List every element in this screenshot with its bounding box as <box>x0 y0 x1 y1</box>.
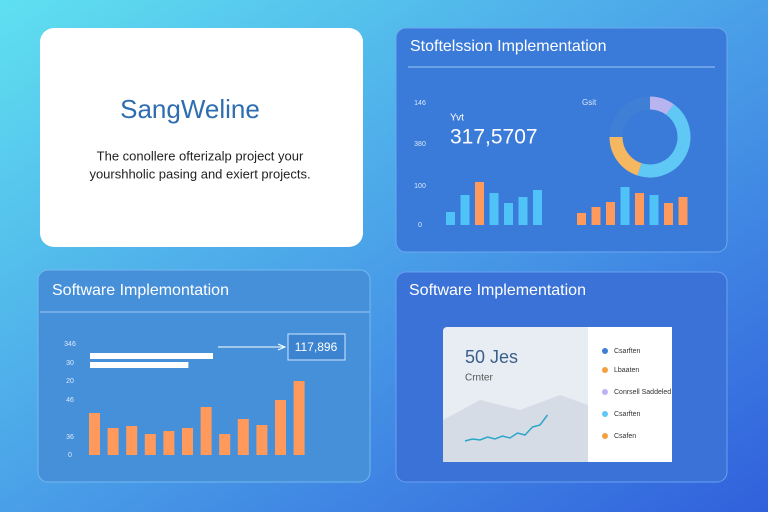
donut-segment <box>609 96 651 138</box>
donut-segment <box>637 104 691 178</box>
donut-label: Gsit <box>582 98 597 107</box>
bar <box>200 407 212 455</box>
bar <box>620 187 630 225</box>
bar <box>182 428 193 455</box>
axis-label: 36 <box>66 434 74 441</box>
legend-label: Conrsell Saddeled <box>614 389 671 396</box>
bar <box>678 197 688 225</box>
bar <box>577 213 586 225</box>
bar <box>518 197 528 225</box>
callout-box <box>287 333 346 361</box>
hbar <box>90 353 213 359</box>
arrow-head <box>277 343 287 351</box>
bar <box>635 193 644 225</box>
legend-dot <box>602 348 608 354</box>
bar <box>533 190 542 225</box>
legend-label: Csafen <box>614 433 636 440</box>
kpi-value: 50 Jes <box>465 347 518 367</box>
legend-dot <box>602 433 608 439</box>
bar <box>126 426 138 455</box>
axis-label: 20 <box>66 378 74 385</box>
bar <box>489 193 499 225</box>
kpi-label: Yvt <box>450 113 464 124</box>
intro-title: SangWeline <box>120 94 260 124</box>
callout: 117,896 <box>295 340 338 354</box>
kpi-value: 317,5707 <box>450 126 538 149</box>
bar <box>664 203 673 225</box>
panel-title: Stoftelssion Implementation <box>410 38 607 55</box>
area-decoration <box>443 395 588 462</box>
axis-label: 100 <box>414 183 426 190</box>
axis-label: 0 <box>418 222 422 229</box>
sparkline <box>464 414 549 442</box>
bar <box>504 203 513 225</box>
bar <box>237 419 249 455</box>
intro-card <box>40 28 363 247</box>
bar <box>256 425 268 455</box>
overview-card <box>395 27 728 253</box>
bar <box>591 207 601 225</box>
donut-segment <box>649 96 674 115</box>
axis-label: 46 <box>66 397 74 404</box>
bar <box>144 434 156 455</box>
kpi-label: Crnter <box>465 373 493 384</box>
donut-segment <box>609 136 642 176</box>
legend-panel <box>588 327 672 462</box>
bar <box>219 434 231 455</box>
intro-text: yourshholic pasing and exiert projects. <box>89 166 310 181</box>
bar <box>107 428 119 455</box>
intro-text: The conollere ofterizalp project your <box>97 148 304 163</box>
bar <box>446 212 455 225</box>
bar <box>275 400 286 455</box>
panel-title: Software Implementation <box>409 282 586 299</box>
legend-dot <box>602 367 608 373</box>
hbar <box>90 362 189 368</box>
bar <box>89 413 100 455</box>
legend-label: Lbaaten <box>614 367 639 374</box>
trend-card <box>37 269 371 483</box>
legend-label: Csarften <box>614 411 641 418</box>
axis-label: 346 <box>64 341 76 348</box>
legend-dot <box>602 389 608 395</box>
axis-label: 380 <box>414 141 426 148</box>
axis-label: 30 <box>66 360 74 367</box>
axis-label: 146 <box>414 100 426 107</box>
bar <box>649 195 659 225</box>
axis-label: 0 <box>68 452 72 459</box>
legend-label: Csarften <box>614 348 641 355</box>
bar <box>163 431 175 455</box>
bar <box>475 182 484 225</box>
bar <box>293 381 305 455</box>
legend-dot <box>602 411 608 417</box>
panel-title: Software Implemontation <box>52 282 229 299</box>
bar <box>606 202 615 225</box>
bar <box>460 195 470 225</box>
